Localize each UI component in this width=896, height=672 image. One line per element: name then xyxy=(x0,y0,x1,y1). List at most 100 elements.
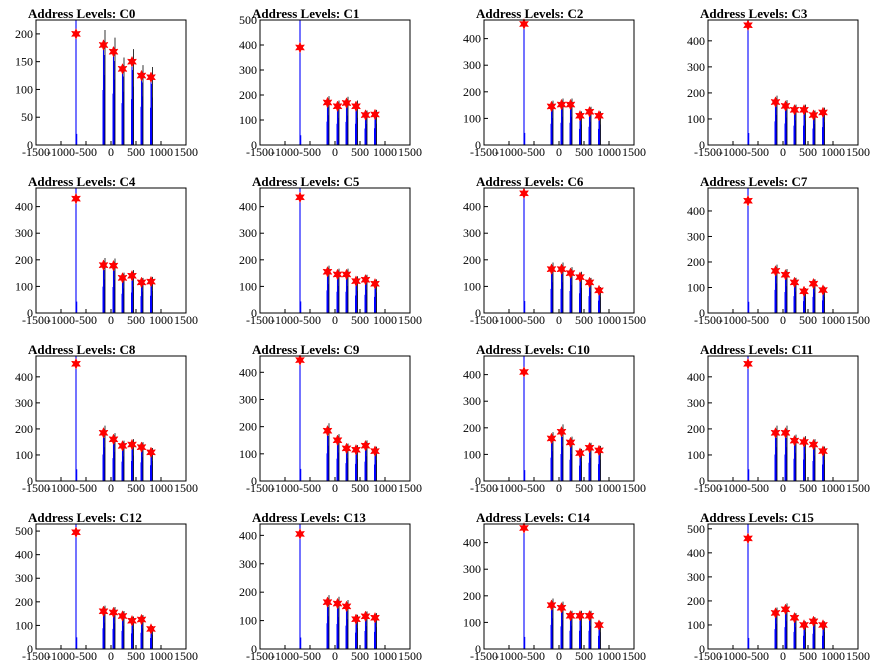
chart-title: Address Levels: C15 xyxy=(700,510,814,525)
peak-marker xyxy=(565,267,576,279)
x-tick-label: 0 xyxy=(108,649,114,663)
peak-marker xyxy=(70,192,82,205)
y-tick-label: 300 xyxy=(239,226,257,240)
peak-marker xyxy=(593,619,605,631)
peak-marker xyxy=(770,607,781,619)
x-tick-label: 0 xyxy=(780,481,786,495)
plot-frame xyxy=(35,355,187,482)
x-tick-label: -500 xyxy=(747,313,769,327)
peak-marker xyxy=(322,96,333,109)
x-tick-label: 1500 xyxy=(174,313,198,327)
chart-svg: 0 100 200 300 400 500 -1500-1000 -500 0 500 1000 15… xyxy=(15,523,198,663)
peak-marker xyxy=(808,277,819,290)
y-tick-label: 200 xyxy=(687,594,705,608)
y-tick-label: 0 xyxy=(251,306,257,320)
y-tick-label: 300 xyxy=(239,392,257,406)
y-tick-label: 400 xyxy=(239,200,257,214)
x-tick-label: 500 xyxy=(799,145,817,159)
chart-panel-6: Address Levels: C6 0 100 200 300 400 -1500 -100… xyxy=(448,168,672,336)
peak-marker xyxy=(789,434,800,447)
x-tick-label: -500 xyxy=(523,649,545,663)
x-tick-label: 1000 xyxy=(821,145,845,159)
x-tick-label: 1000 xyxy=(149,145,173,159)
chart-panel-13: Address Levels: C13 0 100 200 300 400 -1500 -10… xyxy=(224,504,448,672)
chart-svg: 0 100 200 300 400 -1500-1000 -500 0 500 1000 1500 xyxy=(239,523,422,663)
x-tick-label: -1000 xyxy=(495,649,523,663)
x-tick-label: -1000 xyxy=(719,649,747,663)
plot-frame xyxy=(259,355,411,482)
peak-marker xyxy=(593,284,605,297)
x-tick-label: -1000 xyxy=(47,481,75,495)
chart-svg: 0 100 200 300 400 -1500-1000 -500 0 500 1000 1500 xyxy=(463,522,646,663)
y-tick-label: 200 xyxy=(687,255,705,269)
x-tick-label: 0 xyxy=(332,145,338,159)
x-tick-label: -500 xyxy=(75,145,97,159)
x-tick-label: 1500 xyxy=(622,481,646,495)
y-tick-label: 0 xyxy=(475,138,481,152)
peak-marker xyxy=(70,357,82,370)
peak-marker xyxy=(98,605,109,618)
y-tick-label: 300 xyxy=(687,396,705,410)
peak-marker xyxy=(798,436,810,448)
peak-marker xyxy=(70,28,82,40)
peak-marker xyxy=(145,446,157,459)
peak-marker xyxy=(126,614,138,627)
chart-svg: 0 100 200 300 400 -1500-1000 -500 0 500 1000 1500 xyxy=(687,187,870,327)
chart-panel-11: Address Levels: C11 0 100 200 300 400 -1500 -10… xyxy=(672,336,896,504)
chart-svg: 0 100 200 300 400 -1500-1000 -500 0 500 1000 1500 xyxy=(463,355,646,495)
y-tick-label: 0 xyxy=(699,306,705,320)
x-tick-label: -1000 xyxy=(271,313,299,327)
x-tick-label: 1000 xyxy=(373,313,397,327)
y-tick-label: 300 xyxy=(687,60,705,74)
x-tick-label: 0 xyxy=(332,649,338,663)
peak-marker xyxy=(518,187,530,200)
peak-marker xyxy=(556,601,567,614)
x-tick-label: 0 xyxy=(556,145,562,159)
peak-marker xyxy=(294,528,306,540)
x-tick-label: -500 xyxy=(747,145,769,159)
peak-marker xyxy=(546,263,557,275)
y-tick-label: 0 xyxy=(251,138,257,152)
x-tick-label: 1000 xyxy=(149,313,173,327)
peak-marker xyxy=(817,619,829,631)
y-tick-label: 100 xyxy=(239,279,257,293)
peak-marker xyxy=(98,427,109,439)
y-tick-label: 0 xyxy=(475,474,481,488)
chart-panel-15: Address Levels: C15 0 100 200 300 400 500 -1500… xyxy=(672,504,896,672)
y-tick-label: 400 xyxy=(687,34,705,48)
x-tick-label: 0 xyxy=(556,313,562,327)
peak-marker xyxy=(322,596,333,608)
chart-svg: 0 100 200 300 400 -1500-1000 -500 0 500 1000 1500 xyxy=(15,187,198,327)
y-tick-label: 100 xyxy=(687,280,705,294)
chart-title: Address Levels: C7 xyxy=(700,174,808,189)
peak-marker xyxy=(780,268,791,281)
y-tick-label: 100 xyxy=(239,447,257,461)
x-tick-label: -1000 xyxy=(719,481,747,495)
y-tick-label: 400 xyxy=(463,200,481,214)
peak-marker xyxy=(341,268,352,281)
plot-frame xyxy=(483,355,635,482)
y-tick-label: 100 xyxy=(15,448,33,462)
peak-marker xyxy=(574,609,586,622)
y-tick-label: 300 xyxy=(463,394,481,408)
y-tick-label: 400 xyxy=(463,368,481,382)
chart-panel-8: Address Levels: C8 0 100 200 300 400 -1500 -100… xyxy=(0,336,224,504)
peak-marker xyxy=(546,100,557,113)
peak-marker xyxy=(565,436,576,449)
chart-title: Address Levels: C11 xyxy=(700,342,814,357)
y-tick-label: 300 xyxy=(15,226,33,240)
x-tick-label: 1000 xyxy=(149,481,173,495)
peak-marker xyxy=(136,441,147,453)
x-tick-label: 1500 xyxy=(398,649,422,663)
x-tick-label: 1500 xyxy=(174,145,198,159)
peak-marker xyxy=(565,98,576,111)
y-tick-label: 100 xyxy=(463,279,481,293)
plot-frame xyxy=(707,523,859,650)
y-tick-label: 200 xyxy=(239,585,257,599)
peak-marker xyxy=(808,438,819,451)
peak-marker xyxy=(770,96,781,108)
x-tick-label: 500 xyxy=(351,481,369,495)
peak-marker xyxy=(117,440,128,452)
x-tick-label: -1500 xyxy=(22,649,50,663)
chart-svg: 0 100 200 300 400 -1500-1000 -500 0 500 1000 1500 xyxy=(687,19,870,159)
